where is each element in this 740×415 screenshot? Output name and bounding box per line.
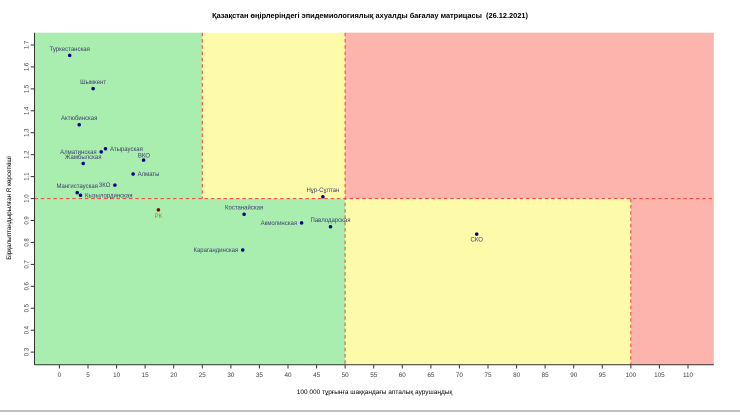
svg-text:Кызылординская: Кызылординская [85, 193, 132, 199]
svg-text:1.6: 1.6 [25, 62, 31, 71]
svg-text:Актюбинская: Актюбинская [61, 116, 97, 122]
svg-text:Алматинская: Алматинская [60, 150, 97, 156]
svg-text:75: 75 [484, 372, 492, 379]
svg-text:0.7: 0.7 [25, 260, 31, 269]
svg-text:0.4: 0.4 [25, 325, 31, 334]
svg-text:Бірқалыптандырылған R көрсеткі: Бірқалыптандырылған R көрсеткіші [5, 156, 13, 260]
svg-text:Акмолинская: Акмолинская [261, 221, 297, 227]
svg-text:15: 15 [142, 372, 150, 379]
svg-text:80: 80 [513, 372, 521, 379]
svg-text:20: 20 [170, 372, 178, 379]
svg-text:5: 5 [86, 372, 90, 379]
svg-text:Жамбылская: Жамбылская [65, 155, 102, 161]
svg-text:40: 40 [284, 372, 292, 379]
svg-text:1.5: 1.5 [25, 84, 31, 93]
svg-text:0.9: 0.9 [25, 216, 31, 225]
svg-text:45: 45 [313, 372, 321, 379]
svg-text:0.8: 0.8 [25, 238, 31, 247]
svg-text:0.5: 0.5 [25, 303, 31, 312]
svg-text:65: 65 [427, 372, 435, 379]
svg-text:0.3: 0.3 [25, 347, 31, 356]
svg-text:0: 0 [58, 372, 62, 379]
svg-text:Атырауская: Атырауская [110, 147, 143, 153]
svg-text:95: 95 [599, 372, 607, 379]
svg-text:70: 70 [456, 372, 464, 379]
svg-text:1.3: 1.3 [25, 128, 31, 137]
svg-text:100: 100 [626, 372, 637, 379]
svg-text:Карагандинская: Карагандинская [193, 248, 238, 254]
svg-text:Мангистауская: Мангистауская [56, 184, 97, 190]
svg-text:Нұр-Сұлтан: Нұр-Сұлтан [306, 188, 339, 194]
svg-text:85: 85 [542, 372, 550, 379]
svg-text:100 000 тұрғынға шаққандағы ап: 100 000 тұрғынға шаққандағы апталық ауру… [297, 389, 453, 396]
svg-text:60: 60 [399, 372, 407, 379]
svg-text:ВКО: ВКО [138, 153, 150, 159]
svg-text:35: 35 [256, 372, 264, 379]
svg-text:30: 30 [227, 372, 235, 379]
svg-text:Павлодарская: Павлодарская [311, 218, 351, 224]
svg-text:105: 105 [654, 372, 665, 379]
svg-text:СКО: СКО [470, 238, 483, 244]
svg-text:0.6: 0.6 [25, 281, 31, 290]
svg-text:Шымкент: Шымкент [80, 80, 106, 86]
svg-text:1.0: 1.0 [25, 194, 31, 203]
svg-text:10: 10 [113, 372, 121, 379]
svg-text:1.1: 1.1 [25, 172, 31, 181]
svg-text:90: 90 [570, 372, 578, 379]
svg-text:1.4: 1.4 [25, 106, 31, 115]
svg-text:Костанайская: Костанайская [225, 205, 263, 212]
svg-text:РК: РК [155, 214, 163, 220]
svg-text:110: 110 [683, 372, 694, 379]
svg-text:55: 55 [370, 372, 378, 379]
svg-text:1.7: 1.7 [25, 40, 31, 49]
svg-text:ЗКО: ЗКО [99, 183, 111, 189]
svg-text:1.2: 1.2 [25, 150, 31, 159]
svg-text:Туркестанская: Туркестанская [50, 47, 90, 53]
svg-text:25: 25 [199, 372, 207, 379]
svg-text:Алматы: Алматы [138, 172, 160, 178]
svg-text:Қазақстан өңірлеріндегі эпидем: Қазақстан өңірлеріндегі эпидемиологиялық… [212, 11, 528, 20]
svg-text:50: 50 [342, 372, 350, 379]
